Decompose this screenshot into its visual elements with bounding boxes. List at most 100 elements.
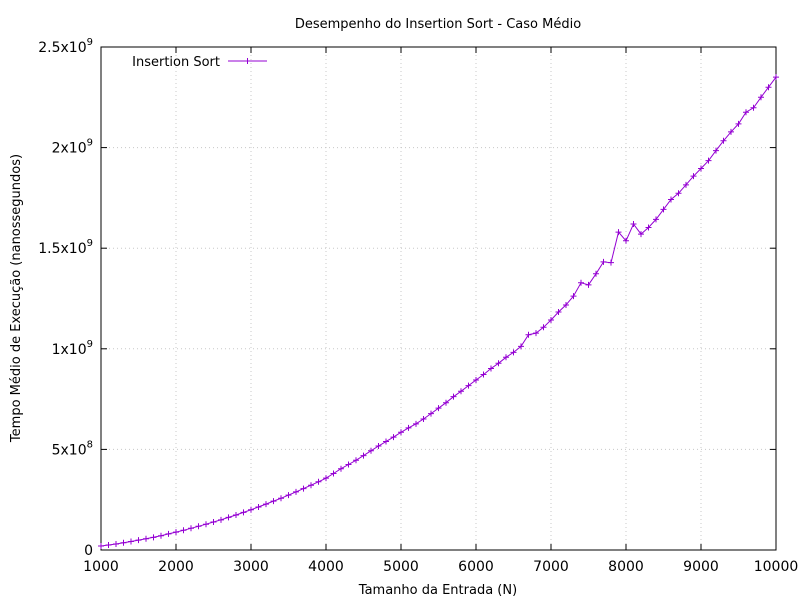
data-point [105,541,112,548]
y-tick-label: 0 [84,543,93,559]
data-point [728,128,734,135]
data-point [510,349,517,356]
data-point [563,301,569,308]
data-point [443,399,449,406]
y-tick-label: 1.5x109 [38,238,93,257]
data-point [120,539,127,546]
data-point [308,482,314,489]
data-point [690,173,697,180]
data-point [525,331,532,338]
y-tick-label: 2x109 [52,138,93,157]
data-point [758,94,764,101]
data-point [653,216,659,223]
data-point [240,509,247,516]
data-point [555,308,562,315]
data-point [683,181,689,188]
data-point [113,540,119,547]
data-point [300,485,307,492]
data-point [135,537,142,544]
x-tick-label: 10000 [754,559,799,575]
data-point [150,534,157,541]
data-point [705,157,712,164]
data-point [570,293,577,300]
x-axis-title: Tamanho da Entrada (N) [358,583,517,598]
series-insertion-sort [98,74,779,549]
data-point [233,511,239,518]
y-tick-label: 5x108 [52,439,93,458]
legend-label: Insertion Sort [132,55,220,70]
plot-frame [100,46,777,551]
data-point [698,165,704,172]
data-point [158,532,164,539]
data-point [585,281,592,288]
grid-lines [101,47,776,550]
data-point [480,371,487,378]
data-point [330,470,337,477]
x-tick-label: 4000 [308,559,344,575]
data-point [315,478,322,485]
data-point [675,190,682,197]
data-point [285,492,292,499]
x-tick-label: 7000 [533,559,569,575]
data-point [435,405,442,412]
data-point [383,438,389,445]
data-point [263,501,269,508]
data-point [345,461,352,468]
data-point [623,237,629,244]
data-point [398,429,404,436]
legend: Insertion Sort [132,55,267,70]
data-point [450,393,457,400]
data-point [518,343,524,350]
data-point [225,514,232,521]
data-point [630,221,637,228]
data-point [578,279,584,286]
data-point [173,529,179,536]
data-point [713,147,719,154]
y-tick-label: 1x109 [52,339,93,358]
data-point [390,434,397,441]
x-tick-label: 2000 [158,559,194,575]
data-point [638,231,644,238]
data-point [773,74,779,81]
data-point [180,527,187,534]
x-tick-label: 5000 [383,559,419,575]
data-point [503,354,509,361]
data-point [165,530,172,537]
y-tick-label: 2.5x109 [38,37,93,56]
data-point [293,488,299,495]
data-point [473,376,479,383]
data-point [368,447,374,454]
data-point [615,229,622,236]
x-tick-label: 6000 [458,559,494,575]
x-axis-tick-labels: 1000 2000 3000 4000 5000 6000 7000 8000 9000 1000… [83,559,798,575]
data-point [533,330,539,337]
data-point [210,519,217,526]
data-point [420,416,427,423]
data-point [405,424,412,431]
data-point [143,535,149,542]
data-point [668,196,674,203]
legend-marker [244,58,251,64]
data-point [375,442,382,449]
y-axis-title: Tempo Médio de Execução (nanossegundos) [9,154,24,443]
data-point [660,206,667,213]
data-point [645,224,652,231]
data-point [255,503,262,510]
data-point [248,506,254,513]
data-point [128,538,134,545]
data-point [270,498,277,505]
data-point [188,525,194,532]
y-axis-tick-labels: 0 5x108 1x109 1.5x109 2x109 2.5x109 [38,37,93,559]
chart-title: Desempenho do Insertion Sort - Caso Médi… [295,17,581,32]
data-point [360,452,367,459]
data-point [765,84,772,91]
data-point [743,109,749,116]
x-tick-label: 1000 [83,559,119,575]
data-point [735,120,742,127]
data-point [428,410,434,417]
data-point [278,495,284,502]
data-point [203,521,209,528]
data-point [593,270,599,277]
data-point [540,324,547,331]
